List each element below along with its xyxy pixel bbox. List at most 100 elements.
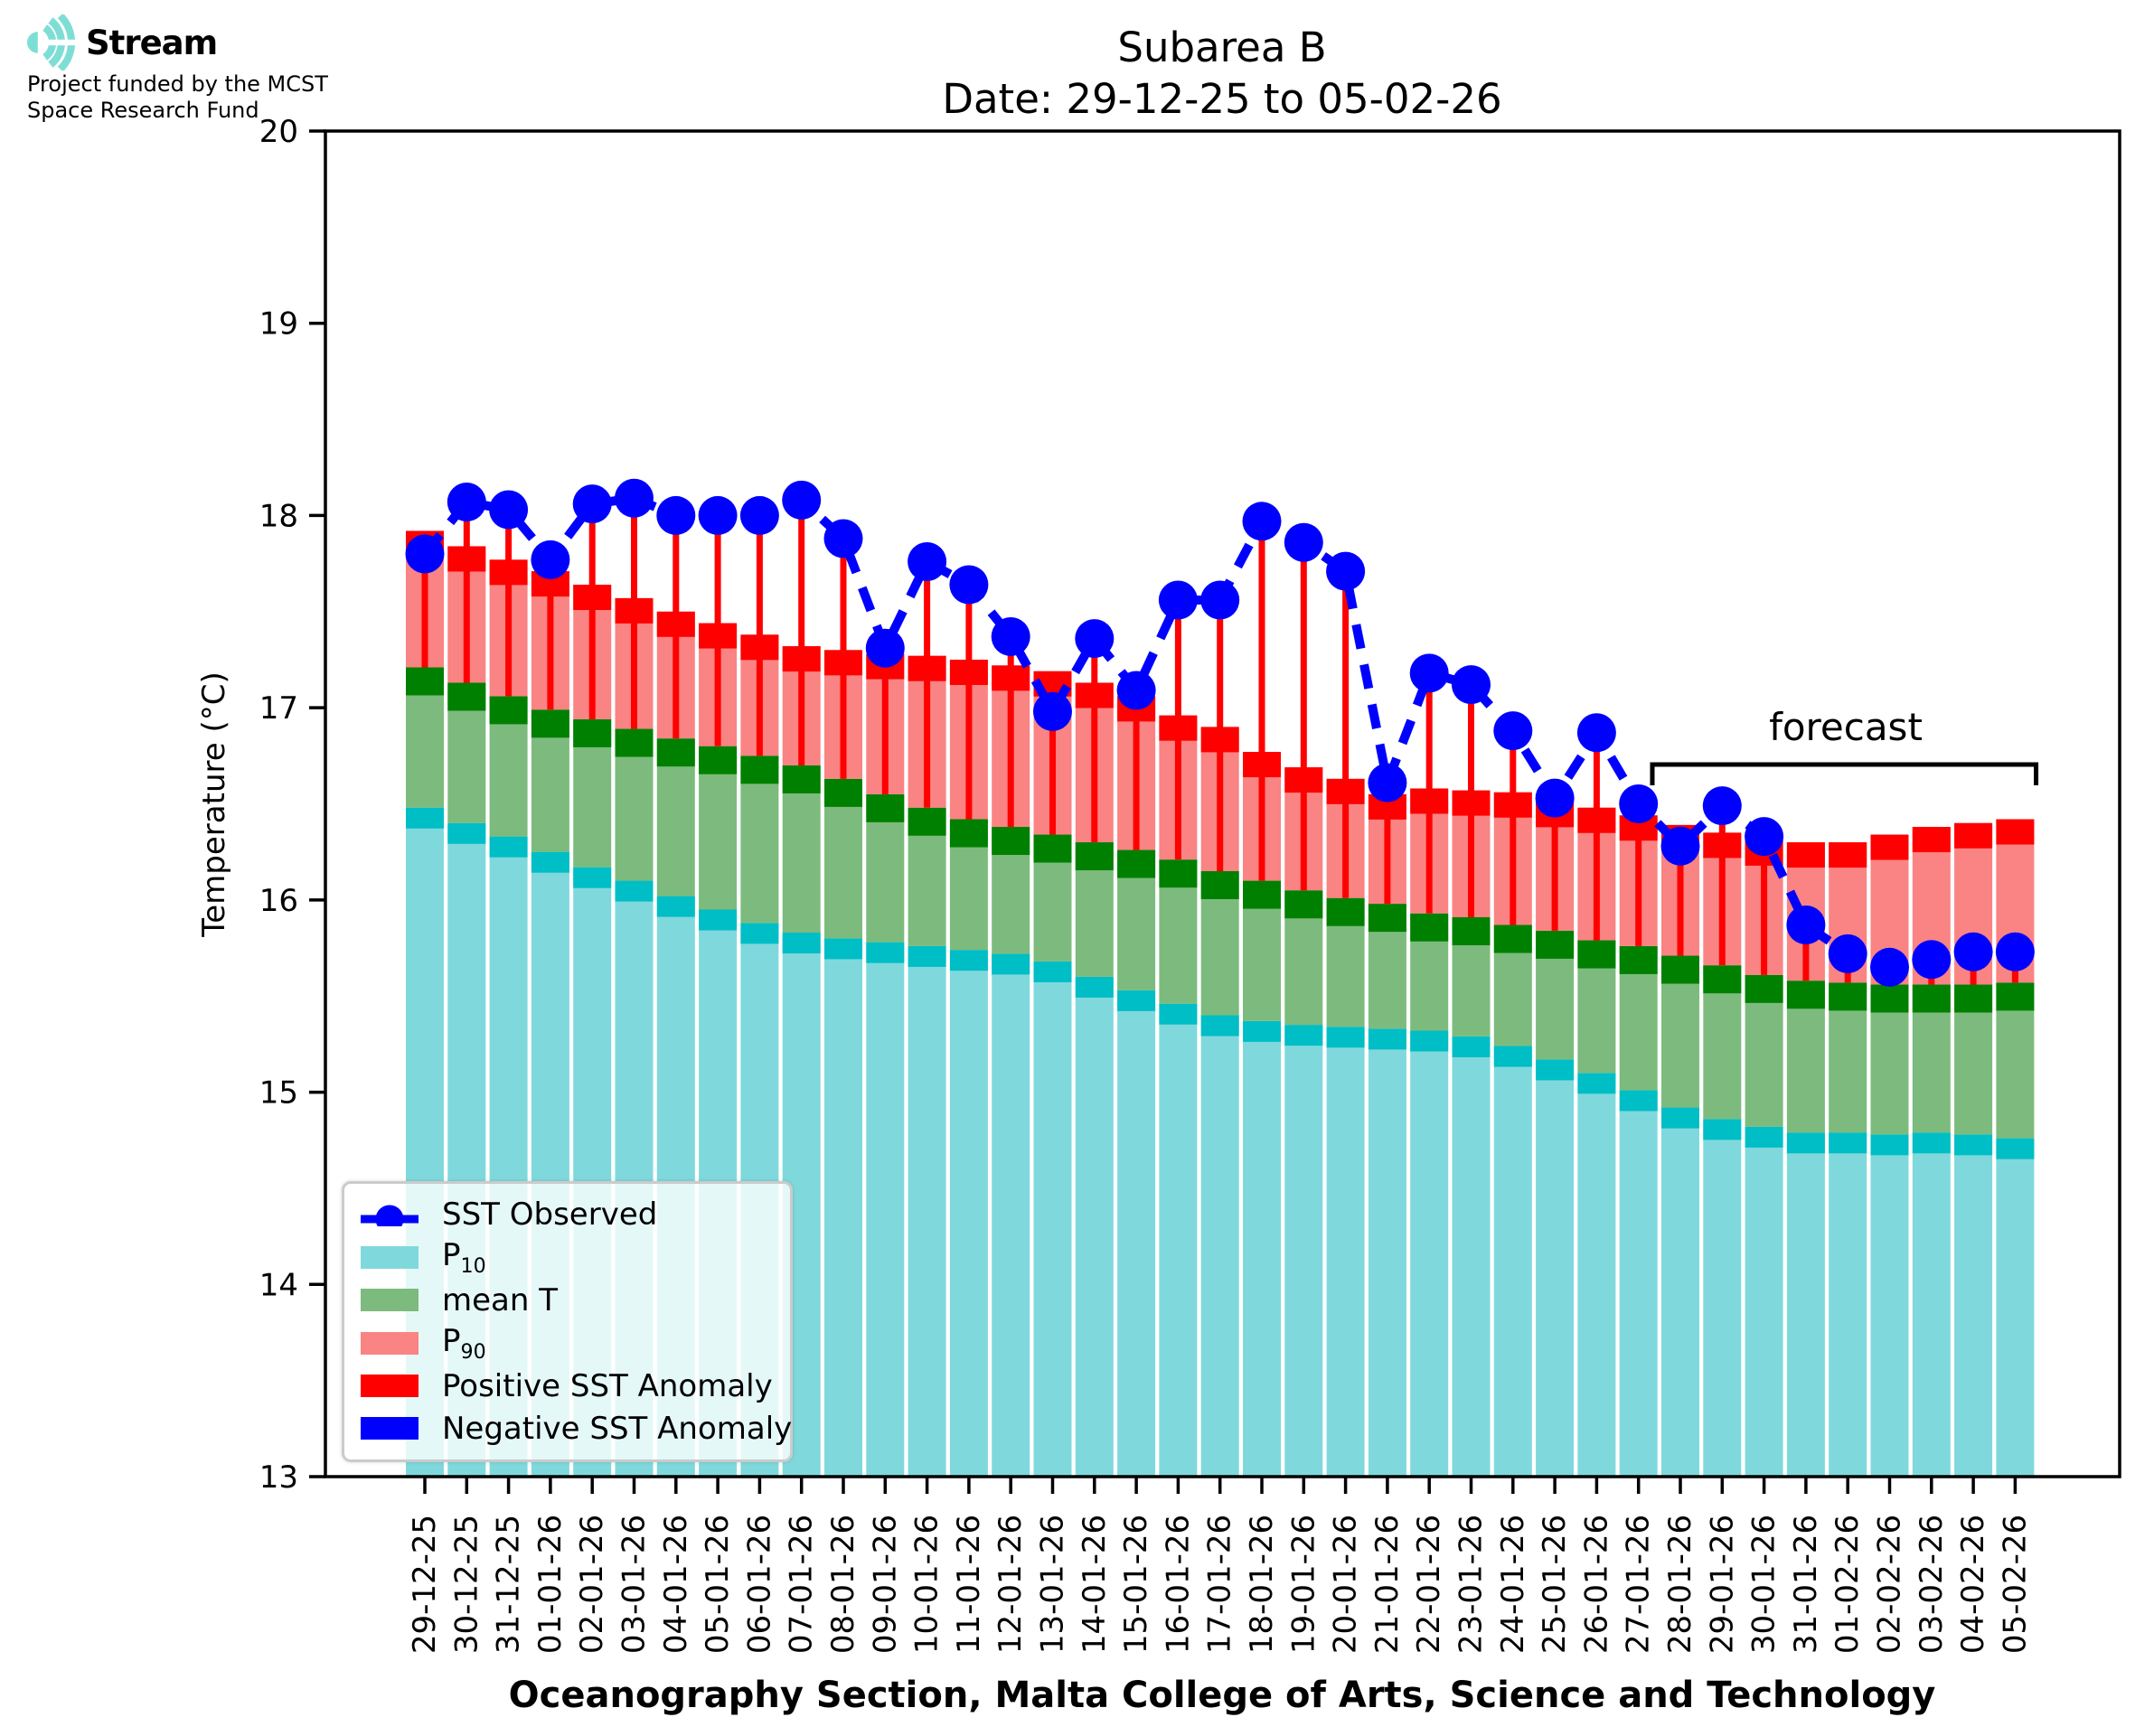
- mean-t-cap: [866, 793, 905, 822]
- forecast-bracket: [1650, 762, 2039, 785]
- y-tick-label: 20: [259, 114, 298, 150]
- sst-observed-point: [447, 483, 486, 522]
- chart-title-line1: Subarea B: [1117, 23, 1327, 71]
- x-tick-label: 03-01-26: [616, 1515, 653, 1654]
- mean-t-cap: [406, 667, 444, 696]
- sst-observed-point: [1158, 580, 1198, 620]
- mean-t-cap: [1493, 924, 1532, 953]
- sst-observed-point: [1409, 653, 1449, 693]
- x-tick-label: 24-01-26: [1495, 1515, 1531, 1654]
- p10-cap: [1703, 1119, 1742, 1140]
- p90-cap: [1954, 822, 1993, 849]
- brand-name: Stream: [86, 23, 218, 62]
- legend-line-marker-swatch: [361, 1205, 419, 1226]
- p10-cap: [1786, 1132, 1825, 1154]
- mean-t-cap: [740, 755, 779, 784]
- p10-band-bar: [1159, 1003, 1198, 1477]
- p10-cap: [1829, 1132, 1867, 1154]
- p10-band-bar: [866, 942, 905, 1477]
- p10-band-bar: [1619, 1090, 1658, 1477]
- p10-band-bar: [1326, 1027, 1365, 1477]
- mean-t-cap: [1870, 984, 1909, 1013]
- x-tick-label: 06-01-26: [741, 1515, 777, 1654]
- p10-band-bar: [1200, 1015, 1239, 1477]
- p10-band-bar: [824, 938, 862, 1477]
- p10-band-bar: [1410, 1030, 1449, 1477]
- p10-cap: [1284, 1025, 1323, 1046]
- x-tick-label: 11-01-26: [951, 1515, 987, 1654]
- sst-observed-point: [908, 541, 947, 581]
- x-tick-label: 30-01-26: [1746, 1515, 1782, 1654]
- logo: Stream Project funded by the MCST Space …: [27, 14, 328, 124]
- sst-observed-point: [1660, 826, 1700, 866]
- mean-t-cap: [949, 819, 988, 848]
- chart-title: Subarea B Date: 29-12-25 to 05-02-26: [318, 22, 2126, 125]
- x-tick-label: 26-01-26: [1578, 1515, 1614, 1654]
- x-tick-label: 25-01-26: [1537, 1515, 1573, 1654]
- x-tick-label: 27-01-26: [1621, 1515, 1657, 1654]
- mean-t-cap: [1452, 917, 1491, 946]
- mean-t-cap: [782, 765, 821, 793]
- logo-tagline-line2: Space Research Fund: [27, 98, 259, 123]
- x-tick-label: 31-12-25: [491, 1515, 527, 1654]
- p10-band-bar: [1243, 1020, 1281, 1477]
- p10-cap: [1912, 1132, 1951, 1154]
- sst-observed-point: [1912, 940, 1952, 980]
- x-tick-label: 20-01-26: [1328, 1515, 1364, 1654]
- p10-cap: [824, 938, 862, 960]
- p10-cap: [1452, 1036, 1491, 1057]
- sst-observed-point: [739, 495, 779, 535]
- logo-tagline-line1: Project funded by the MCST: [27, 71, 328, 97]
- y-tick-label: 13: [259, 1459, 298, 1496]
- sst-observed-point: [1535, 778, 1575, 818]
- p10-cap: [489, 836, 528, 858]
- mean-t-cap: [1954, 984, 1993, 1013]
- mean-t-cap: [1703, 965, 1742, 994]
- sst-observed-point: [1116, 671, 1156, 710]
- p10-band-bar: [949, 950, 988, 1477]
- x-tick-label: 18-01-26: [1244, 1515, 1280, 1654]
- legend-color-swatch: [361, 1245, 419, 1269]
- p10-band-bar: [1786, 1132, 1825, 1477]
- forecast-annotation-label: forecast: [1769, 705, 1923, 749]
- mean-t-cap: [992, 827, 1030, 856]
- mean-t-cap: [489, 696, 528, 725]
- mean-t-cap: [1159, 859, 1198, 888]
- p10-cap: [866, 942, 905, 963]
- x-tick-label: 03-02-26: [1914, 1515, 1950, 1654]
- x-tick-label: 14-01-26: [1077, 1515, 1113, 1654]
- sst-observed-point: [1326, 551, 1366, 591]
- mean-t-cap: [1410, 913, 1449, 942]
- legend-color-swatch: [361, 1417, 419, 1440]
- mean-t-cap: [573, 718, 612, 747]
- mean-t-cap: [1200, 870, 1239, 899]
- legend-label: P10: [442, 1237, 486, 1278]
- sst-observed-point: [1619, 784, 1659, 823]
- p10-cap: [447, 822, 486, 844]
- sst-observed-point: [865, 628, 905, 668]
- sst-observed-point: [782, 480, 822, 520]
- p10-cap: [740, 923, 779, 944]
- sst-observed-point: [698, 495, 738, 535]
- sst-observed-point: [1493, 711, 1533, 751]
- y-tick-label: 17: [259, 690, 298, 727]
- x-tick-label: 13-01-26: [1035, 1515, 1071, 1654]
- mean-t-cap: [1117, 849, 1156, 878]
- p10-cap: [406, 807, 444, 829]
- mean-t-cap: [531, 709, 569, 738]
- x-tick-label: 07-01-26: [784, 1515, 820, 1654]
- p10-cap: [1075, 976, 1114, 998]
- p10-band-bar: [992, 953, 1030, 1477]
- sst-observed-point: [656, 495, 696, 535]
- p10-band-bar: [1954, 1134, 1993, 1477]
- mean-t-cap: [699, 746, 738, 774]
- mean-t-cap: [1033, 834, 1072, 863]
- mean-t-cap: [1536, 930, 1575, 959]
- sst-observed-point: [1786, 906, 1826, 945]
- sst-observed-point: [1033, 691, 1072, 731]
- p90-cap: [1996, 819, 2035, 845]
- sst-observed-point: [572, 484, 612, 524]
- sst-observed-point: [1200, 580, 1240, 620]
- x-tick-label: 02-02-26: [1872, 1515, 1908, 1654]
- mean-t-cap: [656, 738, 695, 767]
